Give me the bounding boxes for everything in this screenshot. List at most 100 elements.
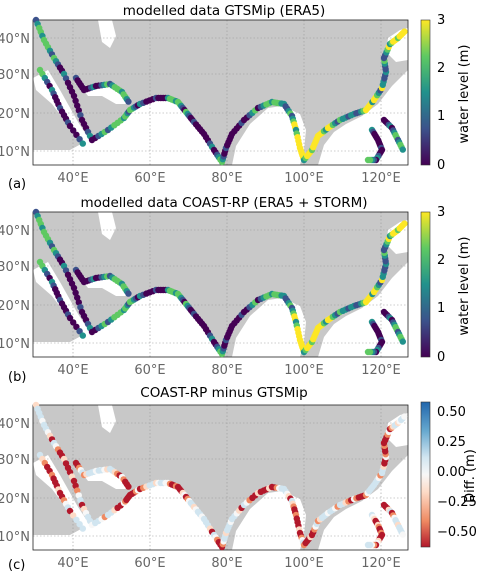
coastline-point — [125, 290, 132, 297]
panel-b-label: (b) — [8, 370, 26, 385]
lat-tick-label: 40°N — [0, 417, 30, 432]
lat-tick-label: 10°N — [0, 337, 30, 352]
cb-a-tick-0: 3 — [437, 13, 445, 28]
coastline-point — [74, 294, 81, 301]
cb-c-tick-4: −0.50 — [437, 525, 477, 540]
lat-tick-label: 10°N — [0, 145, 30, 160]
panel-a-colorbar: 3 2 1 0 water level (m) — [420, 13, 472, 173]
coastline-point — [401, 220, 408, 227]
cb-a-tick-3: 0 — [437, 158, 445, 173]
coastline-point — [72, 289, 79, 296]
coastline-point — [77, 497, 84, 504]
lon-tick-label: 40°E — [57, 556, 88, 571]
panel-b-colorbar: 3 2 1 0 water level (m) — [420, 205, 472, 365]
coastline-point — [66, 314, 74, 322]
coastline-point — [79, 525, 87, 532]
lon-tick-label: 120°E — [361, 556, 401, 571]
cb-b-tick-2: 1 — [437, 301, 445, 316]
lat-tick-label: 40°N — [0, 224, 30, 239]
coastline-point — [364, 348, 372, 356]
tick-layer: 40°E 60°E 80°E 100°E 120°E 40°N 30°N 20°N 10°N 40… — [0, 32, 401, 571]
coastline-point — [77, 112, 84, 119]
coastline-point — [75, 299, 83, 306]
cb-c-label: Diff. (m) — [463, 449, 478, 503]
lat-tick-label: 20°N — [0, 299, 30, 314]
coastline-point — [399, 338, 406, 345]
lon-tick-label: 40°E — [57, 171, 88, 186]
lon-tick-label: 80°E — [211, 556, 242, 571]
lon-tick-label: 100°E — [284, 363, 324, 378]
coastline-point — [76, 328, 83, 335]
panel-c-map — [33, 405, 408, 550]
coastline-point — [66, 122, 74, 130]
coastline-point — [70, 127, 77, 134]
coastline-point — [79, 332, 87, 339]
panel-b: modelled data COAST-RP (ERA5 + STORM) (b… — [8, 195, 472, 385]
lat-tick-label: 20°N — [0, 492, 30, 507]
cb-a-tick-1: 2 — [437, 61, 445, 76]
panel-b-map — [33, 212, 408, 357]
coastline-point — [76, 136, 83, 143]
lon-tick-label: 80°E — [211, 171, 242, 186]
coastline-point — [125, 98, 132, 105]
cb-b-label: water level (m) — [457, 236, 472, 335]
panel-c-label: (c) — [8, 558, 25, 573]
coastline-point — [73, 323, 80, 330]
lon-tick-label: 40°E — [57, 363, 88, 378]
lon-tick-label: 80°E — [211, 363, 242, 378]
panel-c-title: COAST-RP minus GTSMip — [140, 385, 307, 401]
lat-tick-label: 30°N — [0, 260, 30, 275]
lat-tick-label: 10°N — [0, 530, 30, 545]
panel-a-map — [33, 20, 408, 165]
coastline-point — [70, 284, 78, 292]
coastline-point — [70, 319, 77, 326]
coastline-point — [72, 482, 79, 489]
panel-c-colorbar: 0.50 0.25 0.00 −0.25 −0.50 Diff. (m) — [420, 401, 478, 548]
coastline-point — [399, 531, 406, 538]
lon-tick-label: 100°E — [284, 556, 324, 571]
coastline-point — [70, 477, 78, 485]
cb-c-tick-0: 0.50 — [437, 405, 466, 420]
coastline-point — [399, 146, 406, 153]
lat-tick-label: 30°N — [0, 453, 30, 468]
coastline-point — [75, 492, 83, 499]
coastline-point — [79, 140, 87, 147]
coastline-point — [364, 541, 372, 549]
coastline-point — [70, 512, 77, 519]
coastline-points — [32, 16, 408, 551]
coastline-point — [73, 516, 80, 523]
lon-tick-label: 60°E — [134, 556, 165, 571]
coastline-point — [74, 487, 81, 494]
panel-c: COAST-RP minus GTSMip (c) 0.50 0.25 0.00… — [8, 385, 478, 573]
coastline-point — [125, 483, 132, 490]
lon-tick-label: 120°E — [361, 363, 401, 378]
panel-a: modelled data GTSMip (ERA5) (a) 3 2 1 0 … — [8, 3, 472, 192]
cb-c-tick-2: 0.00 — [437, 465, 466, 480]
lon-tick-label: 60°E — [134, 171, 165, 186]
coastline-point — [70, 92, 78, 100]
coastline-point — [73, 131, 80, 138]
cb-c-tick-1: 0.25 — [437, 435, 466, 450]
coastline-point — [364, 156, 372, 164]
cb-b-tick-1: 2 — [437, 253, 445, 268]
cb-a-label: water level (m) — [457, 44, 472, 143]
lon-tick-label: 120°E — [361, 171, 401, 186]
lat-tick-label: 40°N — [0, 32, 30, 47]
coastline-point — [401, 413, 408, 420]
coastline-point — [77, 304, 84, 311]
lon-tick-label: 100°E — [284, 171, 324, 186]
lon-tick-label: 60°E — [134, 363, 165, 378]
panel-a-label: (a) — [8, 177, 26, 192]
lat-tick-label: 20°N — [0, 107, 30, 122]
cb-b-tick-0: 3 — [437, 205, 445, 220]
cb-c-tick-3: −0.25 — [437, 495, 477, 510]
lat-tick-label: 30°N — [0, 68, 30, 83]
cb-b-tick-3: 0 — [437, 350, 445, 365]
coastline-point — [76, 521, 83, 528]
cb-a-tick-2: 1 — [437, 109, 445, 124]
panel-a-title: modelled data GTSMip (ERA5) — [123, 3, 325, 19]
coastline-point — [66, 507, 74, 515]
panel-b-title: modelled data COAST-RP (ERA5 + STORM) — [80, 195, 367, 211]
coastline-point — [401, 28, 408, 35]
